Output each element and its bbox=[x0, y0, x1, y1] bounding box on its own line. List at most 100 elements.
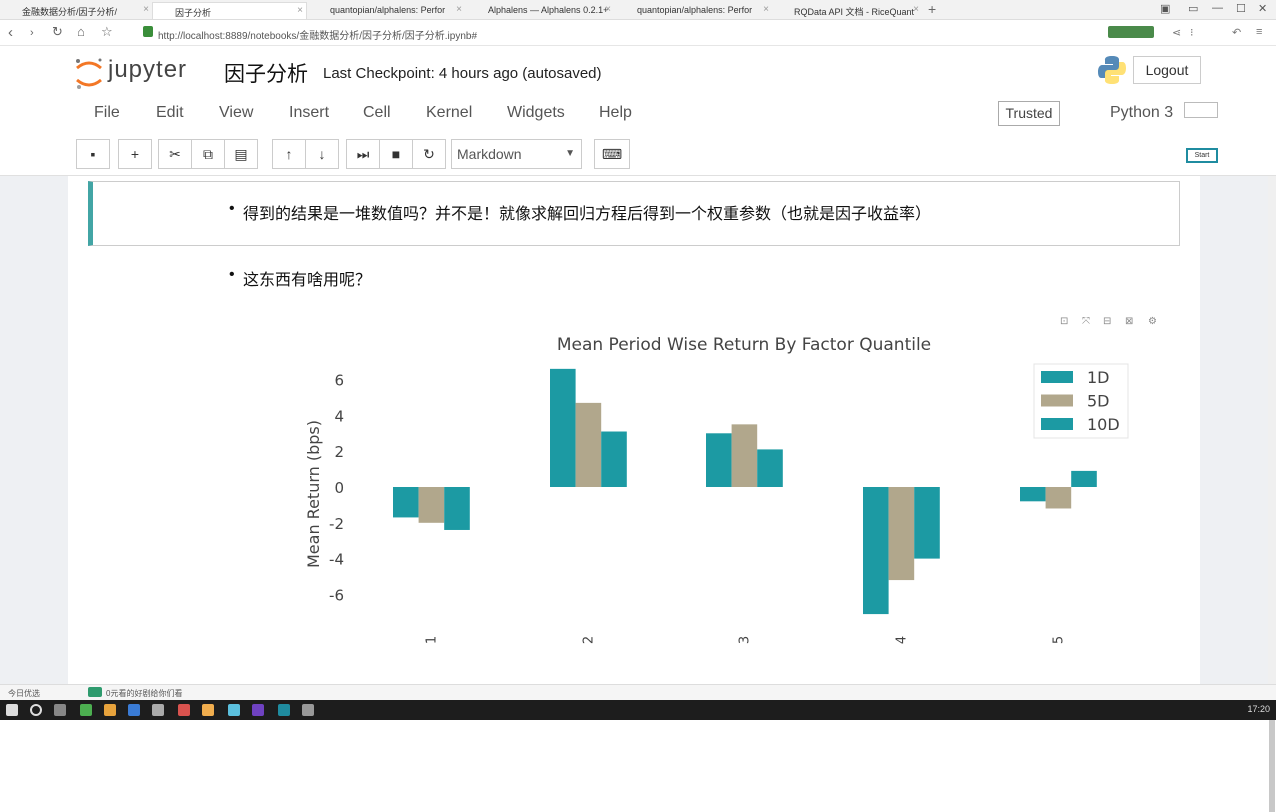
close-icon[interactable]: × bbox=[297, 5, 303, 16]
menu-help[interactable]: Help bbox=[599, 104, 632, 121]
menu-edit[interactable]: Edit bbox=[156, 104, 184, 121]
github-icon bbox=[314, 5, 325, 16]
paste-icon[interactable]: ▤ bbox=[224, 139, 258, 169]
close-icon[interactable]: × bbox=[143, 4, 149, 15]
close-window-button[interactable]: ✕ bbox=[1258, 3, 1268, 15]
kernel-start-button[interactable]: Start bbox=[1186, 148, 1218, 163]
logout-button[interactable]: Logout bbox=[1133, 56, 1201, 84]
app-icon[interactable] bbox=[80, 704, 92, 716]
run-icon[interactable]: ⏭ bbox=[346, 139, 380, 169]
expand-icon[interactable]: ⤧ bbox=[1082, 316, 1090, 327]
close-icon[interactable]: × bbox=[913, 4, 919, 15]
ricequant-icon bbox=[778, 5, 789, 16]
browser-tab-4[interactable]: quantopian/alphalens: Perfor × bbox=[615, 2, 772, 19]
browser-tab-bar: 金融数据分析/因子分析/ × 因子分析 × quantopian/alphale… bbox=[0, 0, 1276, 20]
move-up-icon[interactable]: ↑ bbox=[272, 139, 306, 169]
app-icon[interactable] bbox=[202, 704, 214, 716]
close-icon[interactable]: × bbox=[605, 4, 611, 15]
menu-view[interactable]: View bbox=[219, 104, 254, 121]
menu-cell[interactable]: Cell bbox=[363, 104, 391, 121]
markdown-bullet: 这东西有啥用呢？ bbox=[229, 266, 371, 290]
task-view-icon[interactable] bbox=[54, 704, 66, 716]
tab-label: RQData API 文档 - RiceQuant bbox=[794, 7, 915, 17]
start-icon[interactable] bbox=[6, 704, 18, 716]
address-bar: ‹ › ↻ ⌂ ☆ http://localhost:8889/notebook… bbox=[0, 21, 1276, 46]
folder-icon bbox=[6, 5, 17, 16]
system-clock: 17:20 bbox=[1247, 704, 1270, 714]
restart-icon[interactable]: ↻ bbox=[412, 139, 446, 169]
browser-tab-3[interactable]: Alphalens — Alphalens 0.2.1+ × bbox=[466, 2, 614, 19]
undo-icon[interactable]: ↶ bbox=[1232, 27, 1242, 39]
folder-icon bbox=[159, 6, 170, 17]
app-icon[interactable] bbox=[178, 704, 190, 716]
tab-label: 因子分析 bbox=[175, 8, 212, 18]
tab-label: 金融数据分析/因子分析/ bbox=[22, 7, 118, 17]
new-tab-button[interactable]: + bbox=[928, 1, 937, 17]
url-input[interactable]: http://localhost:8889/notebooks/金融数据分析/因… bbox=[158, 31, 478, 42]
app-icon[interactable] bbox=[302, 704, 314, 716]
reload-icon[interactable]: ↻ bbox=[52, 24, 63, 39]
folder-icon[interactable] bbox=[104, 704, 116, 716]
status-item[interactable]: 0元看的好剧给你们看 bbox=[106, 689, 183, 698]
cut-icon[interactable]: ✂ bbox=[158, 139, 192, 169]
close-icon[interactable]: × bbox=[763, 4, 769, 15]
home-icon[interactable]: ⌂ bbox=[77, 24, 85, 39]
edit-icon[interactable]: ⊠ bbox=[1125, 316, 1134, 327]
move-down-icon[interactable]: ↓ bbox=[305, 139, 339, 169]
copy-icon[interactable]: ⧉ bbox=[191, 139, 225, 169]
chevron-down-icon: ▼ bbox=[565, 148, 575, 159]
keyboard-icon[interactable]: ⌨ bbox=[594, 139, 630, 169]
back-icon[interactable]: ‹ bbox=[8, 24, 13, 41]
window-menu-icon[interactable]: ▣ bbox=[1160, 3, 1171, 15]
menu-kernel[interactable]: Kernel bbox=[426, 104, 473, 121]
save-icon[interactable]: ▪ bbox=[76, 139, 110, 169]
close-icon[interactable]: × bbox=[456, 4, 462, 15]
interrupt-icon[interactable]: ■ bbox=[379, 139, 413, 169]
maximize-button[interactable]: ☐ bbox=[1236, 3, 1246, 15]
menu-insert[interactable]: Insert bbox=[289, 104, 330, 121]
trusted-indicator[interactable]: Trusted bbox=[998, 101, 1060, 126]
app-icon[interactable] bbox=[128, 704, 140, 716]
jupyter-logo-icon[interactable] bbox=[74, 56, 104, 92]
kernel-name[interactable]: Python 3 bbox=[1110, 104, 1174, 121]
app-icon[interactable] bbox=[252, 704, 264, 716]
kernel-indicator-icon bbox=[1184, 102, 1218, 118]
bookmark-star-icon[interactable]: ☆ bbox=[101, 24, 113, 39]
settings-gear-icon[interactable]: ⚙ bbox=[1148, 316, 1157, 327]
notebook-name[interactable]: 因子分析 bbox=[224, 63, 308, 86]
more-icon[interactable]: ≡ bbox=[1256, 26, 1263, 38]
scrollbar[interactable] bbox=[1268, 176, 1276, 812]
browser-tab-0[interactable]: 金融数据分析/因子分析/ × bbox=[0, 2, 152, 19]
app-icon[interactable] bbox=[152, 704, 164, 716]
github-icon bbox=[621, 5, 632, 16]
menu-file[interactable]: File bbox=[94, 104, 120, 121]
jupyter-header: jupyter 因子分析 Last Checkpoint: 4 hours ag… bbox=[0, 46, 1276, 176]
insert-cell-icon[interactable]: + bbox=[118, 139, 152, 169]
minimize-icon[interactable]: ▭ bbox=[1188, 3, 1199, 15]
share-icon[interactable]: ⋖ bbox=[1172, 27, 1182, 39]
app-icon[interactable] bbox=[228, 704, 240, 716]
cell-type-select[interactable]: Markdown ▼ bbox=[451, 139, 582, 169]
browser-tab-1[interactable]: 因子分析 × bbox=[152, 2, 307, 19]
cell-type-value: Markdown bbox=[457, 146, 522, 162]
notebook-page bbox=[68, 176, 1200, 684]
menu-widgets[interactable]: Widgets bbox=[507, 104, 565, 121]
forward-icon[interactable]: › bbox=[30, 27, 34, 39]
promo-icon bbox=[88, 687, 102, 697]
python-logo-icon bbox=[1098, 56, 1126, 84]
tab-label: quantopian/alphalens: Perfor bbox=[637, 5, 753, 15]
download-icon[interactable]: ⊟ bbox=[1103, 316, 1112, 327]
app-icon[interactable] bbox=[278, 704, 290, 716]
markdown-bullet: 得到的结果是一堆数值吗？并不是！就像求解回归方程后得到一个权重参数（也就是因子收… bbox=[229, 200, 931, 224]
tab-label: quantopian/alphalens: Perfor bbox=[330, 5, 446, 15]
bookmark-icon[interactable]: ⊡ bbox=[1060, 316, 1069, 327]
apps-icon[interactable]: ⁝ bbox=[1190, 27, 1194, 39]
notebook-content bbox=[0, 176, 1276, 684]
status-item[interactable]: 今日优选 bbox=[8, 689, 40, 698]
browser-tab-5[interactable]: RQData API 文档 - RiceQuant × bbox=[772, 2, 922, 19]
search-icon[interactable] bbox=[30, 704, 42, 716]
minimize-button[interactable]: — bbox=[1212, 2, 1223, 14]
extension-icon[interactable] bbox=[1108, 26, 1154, 38]
os-taskbar: 17:20 bbox=[0, 700, 1276, 720]
browser-tab-2[interactable]: quantopian/alphalens: Perfor × bbox=[308, 2, 465, 19]
